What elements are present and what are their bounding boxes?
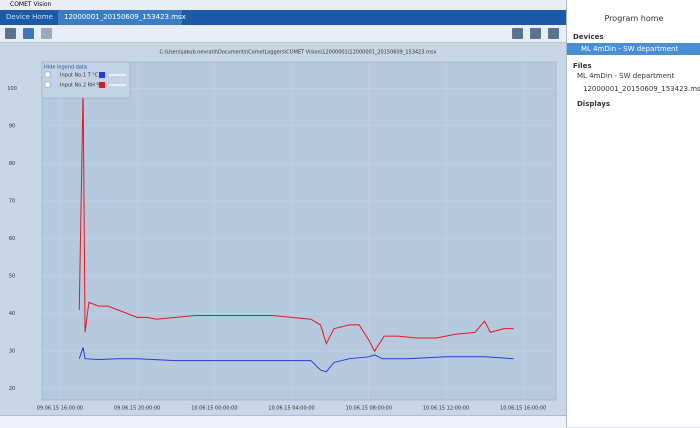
plot-area	[41, 61, 557, 401]
icon-button[interactable]	[548, 28, 559, 39]
sidebar: Program home Devices ML 4mDin - SW depar…	[566, 0, 700, 427]
legend-label: Input No.1 T °C	[60, 73, 99, 79]
x-tick-label: 10.06.15 08:00:00	[346, 406, 392, 412]
icon-button[interactable]	[23, 28, 34, 39]
tab[interactable]: Device Home	[6, 13, 53, 21]
tab-bar: Device Home 12000001_20150609_153423.msx	[0, 10, 566, 25]
legend-label: Input No.2 RH %	[60, 83, 101, 89]
x-tick-label: 09.06.15 20:00:00	[114, 406, 160, 412]
device-item[interactable]: ML 4mDin - SW department	[567, 43, 700, 55]
x-tick-label: 10.06.15 16:00:00	[500, 406, 546, 412]
legend-swatch	[99, 82, 105, 88]
x-tick-label: 09.06.15 16:00:00	[37, 406, 83, 412]
file-group[interactable]: ML 4mDin - SW department	[577, 72, 675, 80]
tab[interactable]: 12000001_20150609_153423.msx	[58, 10, 186, 25]
section-header[interactable]: Devices	[573, 33, 604, 41]
y-tick-label: 20	[9, 386, 15, 392]
legend-checkbox[interactable]	[44, 71, 51, 78]
x-tick-label: 10.06.15 12:00:00	[423, 406, 469, 412]
x-tick-label: 10.06.15 00:00:00	[191, 406, 237, 412]
section-header[interactable]: Displays	[577, 100, 611, 108]
legend: Hide legend data Input No.1 T °C Input No…	[41, 61, 131, 99]
y-tick-label: 70	[9, 198, 15, 204]
legend-swatch	[99, 72, 105, 78]
scrollbar[interactable]	[0, 415, 566, 428]
icon-button[interactable]	[512, 28, 523, 39]
file-item[interactable]: 12000001_20150609_153423.msx	[583, 85, 700, 93]
chart-title: C:\Users\jakub.nevratil\Documents\CometL…	[160, 50, 437, 56]
y-tick-label: 40	[9, 311, 15, 317]
y-tick-label: 60	[9, 236, 15, 242]
window-title: COMET Vision	[0, 0, 566, 10]
legend-checkbox[interactable]	[44, 81, 51, 88]
x-tick-label: 10.06.15 04:00:00	[268, 406, 314, 412]
y-tick-label: 100	[7, 86, 17, 92]
icon-button[interactable]	[530, 28, 541, 39]
data-line	[78, 88, 514, 353]
data-line	[78, 347, 514, 373]
y-tick-label: 50	[9, 274, 15, 280]
icon-button[interactable]	[5, 28, 16, 39]
sidebar-title: Program home	[604, 14, 664, 23]
chart: C:\Users\jakub.nevratil\Documents\CometL…	[0, 43, 566, 415]
legend-header[interactable]: Hide legend data	[44, 65, 87, 71]
toolbar	[0, 25, 566, 43]
y-tick-label: 80	[9, 161, 15, 167]
legend-box	[41, 61, 131, 99]
icon-button[interactable]	[41, 28, 52, 39]
y-tick-label: 30	[9, 349, 15, 355]
y-tick-label: 90	[9, 123, 15, 129]
section-header[interactable]: Files	[573, 62, 592, 70]
